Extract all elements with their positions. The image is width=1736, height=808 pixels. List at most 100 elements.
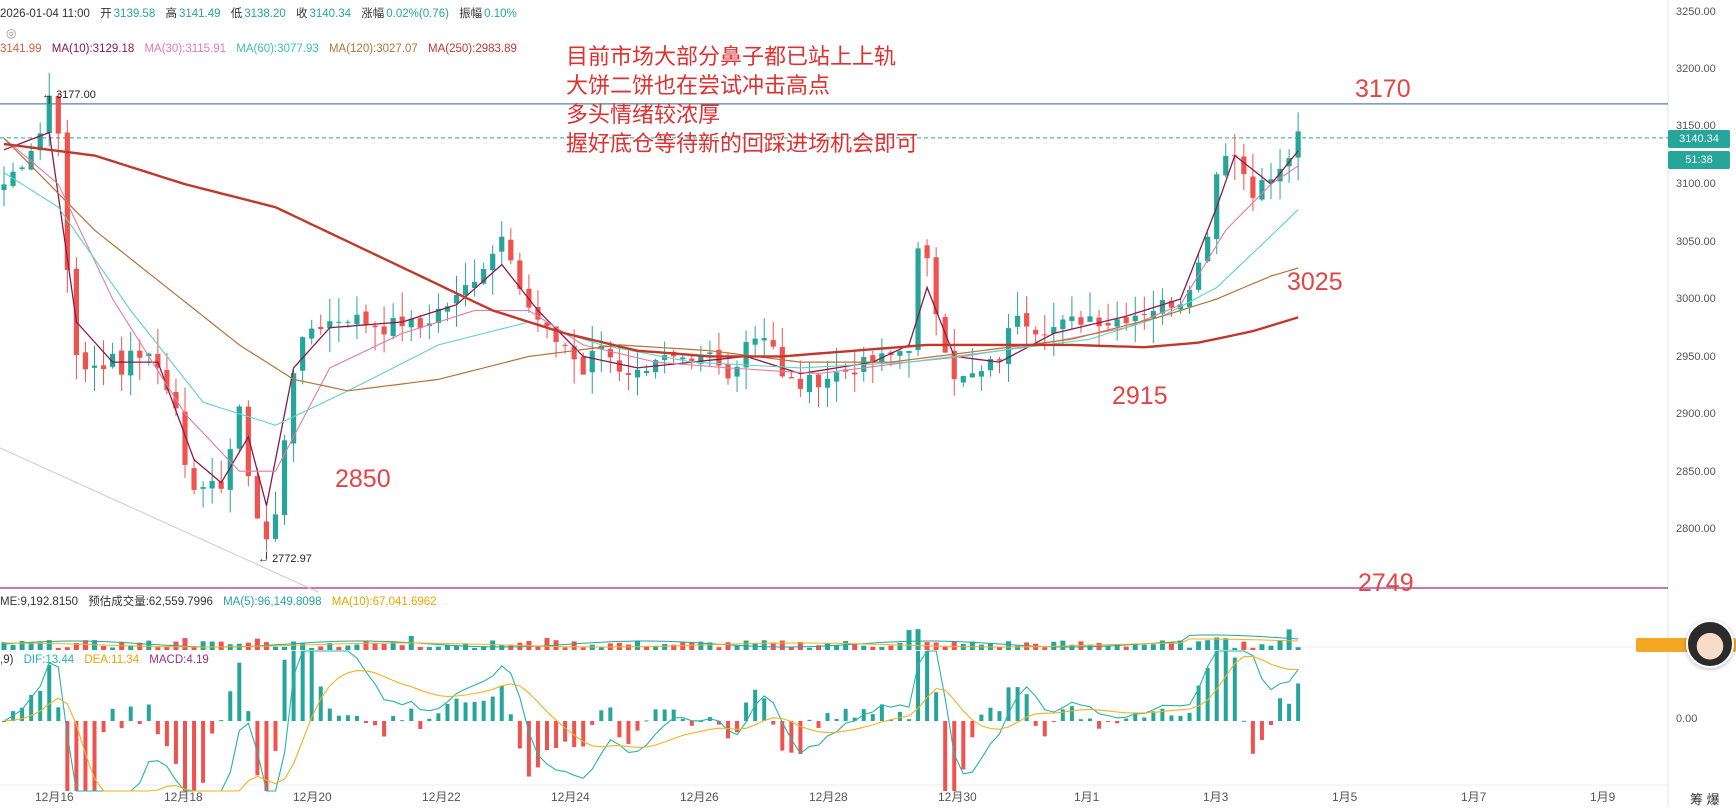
macd-bar <box>952 721 957 791</box>
volume-value: ME:9,192.8150 <box>0 596 79 608</box>
volume-bar <box>1087 644 1093 650</box>
candle-body <box>291 373 297 444</box>
candle-body <box>218 481 224 489</box>
ma60-value: MA(60):3077.93 <box>236 43 319 55</box>
volume-bar <box>1187 647 1193 650</box>
ma120-value: MA(120):3027.07 <box>328 43 418 55</box>
candle-body <box>996 359 1003 361</box>
macd-bar <box>517 721 522 749</box>
level-2915-label: 2915 <box>1112 382 1168 410</box>
macd-bar <box>146 704 151 721</box>
candle-body <box>1159 300 1165 314</box>
macd-bar <box>29 694 34 721</box>
volume-bar <box>381 643 387 650</box>
volume-estimate: 预估成交量:62,559.7996 <box>88 596 213 608</box>
macd-bar <box>1106 721 1111 722</box>
candle-body <box>1078 317 1084 325</box>
macd-bar <box>572 721 577 748</box>
candle-body <box>1132 315 1138 322</box>
macd-bar <box>726 721 730 739</box>
volume-bar <box>345 645 351 650</box>
macd-bar <box>780 721 785 751</box>
candle-body <box>508 239 514 261</box>
candle-body <box>1259 180 1265 200</box>
macd-bar <box>970 721 975 738</box>
volume-bar <box>770 642 776 650</box>
last-price-tag: 3140.34 <box>1668 130 1730 148</box>
macd-bar <box>563 721 568 742</box>
candle-body <box>852 372 858 375</box>
candle-body <box>336 321 342 323</box>
macd-dea-line <box>3 655 1299 792</box>
candle-body <box>969 373 975 378</box>
macd-bar <box>762 698 767 721</box>
macd-bar <box>128 706 133 721</box>
volume-bar <box>797 641 803 650</box>
macd-bar <box>74 721 79 791</box>
volume-bar <box>1205 640 1211 650</box>
volume-ma10: MA(10):67,041.6962 <box>331 596 437 608</box>
volume-bar <box>544 637 550 650</box>
close-label: 收 3140.34 <box>296 8 352 20</box>
candle-body <box>472 281 478 288</box>
annotation-line: 目前市场大部分鼻子都已站上上轨 <box>566 44 897 69</box>
candle-body <box>806 374 813 393</box>
macd-bar <box>879 704 884 721</box>
x-tick-label: 12月20 <box>293 790 332 804</box>
volume-bar <box>1114 644 1120 650</box>
candle-body <box>1096 317 1102 327</box>
macd-bar <box>101 721 106 733</box>
candle-body <box>19 167 25 170</box>
candle-body <box>770 340 776 347</box>
macd-bar <box>1178 715 1183 721</box>
volume-bar <box>779 640 785 650</box>
ma10-value: MA(10):3129.18 <box>51 43 135 55</box>
volume-bar <box>463 643 469 650</box>
macd-value: MACD:4.19 <box>149 654 209 666</box>
macd-bar <box>192 721 197 791</box>
macd-bar <box>825 713 830 721</box>
candle-body <box>309 328 315 339</box>
macd-bar <box>463 702 468 721</box>
macd-bar <box>1015 687 1020 721</box>
volume-bar <box>101 645 107 650</box>
candle-body <box>834 372 840 382</box>
volume-bar <box>1178 640 1183 650</box>
macd-bar <box>943 721 948 791</box>
candle-body <box>1105 322 1111 326</box>
candle-body <box>933 257 939 315</box>
eye-icon[interactable]: ◎ <box>6 26 17 40</box>
volume-bar <box>200 641 206 650</box>
macd-bar <box>680 718 685 721</box>
macd-bar <box>1205 667 1210 721</box>
y-tick-label: 2950.00 <box>1676 351 1716 363</box>
candle-body <box>263 521 270 540</box>
volume-bar <box>1105 645 1111 650</box>
macd-bar <box>345 715 350 721</box>
volume-bar <box>969 641 975 650</box>
macd-bar <box>228 691 233 721</box>
y-tick-label: 3050.00 <box>1676 236 1716 248</box>
volume-bar <box>327 643 333 650</box>
volume-bar <box>1006 641 1012 650</box>
candle-body <box>987 359 994 371</box>
candle-body <box>517 260 523 289</box>
candle-body <box>607 349 613 358</box>
avatar[interactable] <box>1686 620 1734 668</box>
y-tick-label: 3000.00 <box>1676 293 1716 305</box>
volume-bar <box>707 642 713 650</box>
volume-ma5: MA(5):96,149.8098 <box>223 596 322 608</box>
macd-bar <box>119 721 124 729</box>
volume-bar <box>942 646 948 650</box>
macd-bar <box>843 708 848 721</box>
low-label: 低 3138.20 <box>230 8 286 20</box>
volume-bar <box>390 641 396 650</box>
volume-bar <box>1196 641 1202 650</box>
macd-bar <box>499 685 504 721</box>
annotation-line: 握好底仓等待新的回踩进场机会即可 <box>566 131 919 156</box>
macd-bar <box>1287 703 1292 721</box>
volume-bar <box>1141 644 1147 650</box>
candle-body <box>978 371 984 377</box>
